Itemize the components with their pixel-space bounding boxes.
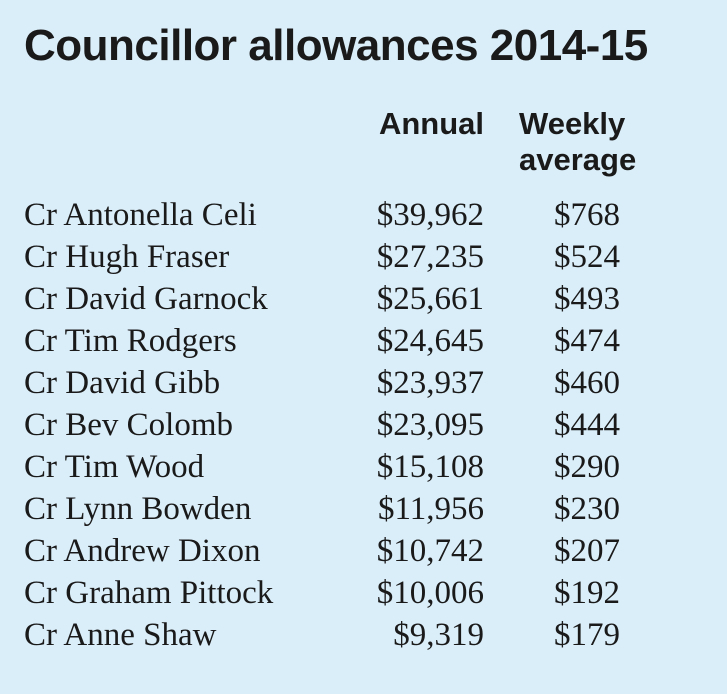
annual-amount: $10,006	[376, 575, 484, 611]
annual-amount: $9,319	[393, 617, 484, 653]
table-row: Cr David Gibb $23,937 $460	[24, 362, 620, 404]
weekly-average: $474	[554, 323, 620, 359]
weekly-average: $493	[554, 281, 620, 317]
councillor-name: Cr Anne Shaw	[24, 617, 217, 653]
table-row: Cr Anne Shaw $9,319 $179	[24, 614, 620, 656]
weekly-average: $524	[554, 239, 620, 275]
councillor-name: Cr David Garnock	[24, 281, 268, 317]
councillor-name: Cr Andrew Dixon	[24, 533, 261, 569]
weekly-average: $768	[554, 197, 620, 233]
councillor-name: Cr Bev Colomb	[24, 407, 234, 443]
annual-amount: $10,742	[376, 533, 484, 569]
weekly-average: $444	[554, 407, 620, 443]
weekly-average: $192	[554, 575, 620, 611]
table-row: Cr Tim Rodgers $24,645 $474	[24, 320, 620, 362]
weekly-average: $230	[554, 491, 620, 527]
councillor-name: Cr Antonella Celi	[24, 197, 257, 233]
column-header-annual: Annual	[378, 106, 484, 141]
table-row: Cr Antonella Celi $39,962 $768	[24, 194, 620, 236]
councillor-name: Cr Tim Rodgers	[24, 323, 237, 359]
annual-amount: $11,956	[377, 491, 484, 527]
annual-amount: $25,661	[376, 281, 484, 317]
allowances-table-body: Cr Antonella Celi $39,962 $768 Cr Hugh F…	[24, 194, 620, 656]
table-row: Cr Hugh Fraser $27,235 $524	[24, 236, 620, 278]
councillor-name: Cr Tim Wood	[24, 449, 205, 485]
allowances-table: Cr Antonella Celi $39,962 $768 Cr Hugh F…	[24, 194, 620, 656]
weekly-average: $460	[554, 365, 620, 401]
table-row: Cr David Garnock $25,661 $493	[24, 278, 620, 320]
column-header-weekly: Weekly average	[519, 106, 637, 177]
annual-amount: $23,095	[376, 407, 484, 443]
weekly-average: $207	[554, 533, 620, 569]
councillor-name: Cr Hugh Fraser	[24, 239, 230, 275]
weekly-average: $290	[554, 449, 620, 485]
councillor-name: Cr Lynn Bowden	[24, 491, 252, 527]
page-title: Councillor allowances 2014-15	[24, 21, 648, 70]
annual-amount: $24,645	[376, 323, 484, 359]
councillor-name: Cr David Gibb	[24, 365, 221, 401]
councillor-name: Cr Graham Pittock	[24, 575, 274, 611]
table-row: Cr Andrew Dixon $10,742 $207	[24, 530, 620, 572]
annual-amount: $27,235	[376, 239, 484, 275]
table-row: Cr Lynn Bowden $11,956 $230	[24, 488, 620, 530]
weekly-average: $179	[554, 617, 620, 653]
table-row: Cr Tim Wood $15,108 $290	[24, 446, 620, 488]
table-row: Cr Bev Colomb $23,095 $444	[24, 404, 620, 446]
table-row: Cr Graham Pittock $10,006 $192	[24, 572, 620, 614]
annual-amount: $39,962	[376, 197, 484, 233]
annual-amount: $15,108	[376, 449, 484, 485]
annual-amount: $23,937	[376, 365, 484, 401]
